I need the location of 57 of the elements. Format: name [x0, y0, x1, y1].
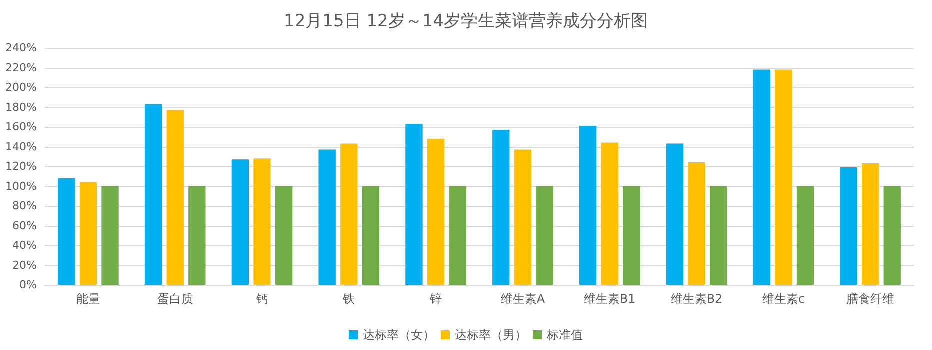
x-tick-label: 铁 [342, 292, 356, 306]
bar [796, 186, 814, 285]
bar [775, 70, 792, 285]
x-tick-label: 维生素B1 [584, 292, 636, 306]
bar [666, 144, 684, 285]
y-tick-label: 200% [6, 81, 37, 94]
bar [232, 160, 250, 285]
bar [449, 186, 466, 285]
x-tick-label: 能量 [76, 292, 100, 306]
bar [688, 162, 706, 285]
y-tick-label: 40% [12, 239, 37, 252]
bar [492, 130, 510, 285]
y-tick-label: 160% [6, 120, 37, 134]
bar [254, 158, 271, 285]
bar [862, 164, 880, 285]
bar [884, 186, 901, 285]
bar [188, 186, 206, 285]
bar [102, 186, 119, 285]
x-tick-label: 膳食纤维 [846, 292, 895, 306]
x-tick-label: 维生素A [500, 292, 546, 306]
chart-title: 12月15日 12岁～14岁学生菜谱营养成分分析图 [284, 12, 648, 32]
x-tick-label: 维生素c [762, 292, 805, 306]
bar [601, 142, 618, 285]
bar [80, 182, 98, 285]
legend-label: 标准值 [546, 328, 583, 342]
x-tick-label: 蛋白质 [157, 292, 194, 306]
bar [753, 70, 770, 285]
bar [362, 186, 380, 285]
x-tick-label: 维生素B2 [670, 292, 723, 306]
y-tick-label: 20% [12, 258, 37, 272]
y-tick-label: 0% [20, 278, 37, 292]
bar [166, 110, 184, 285]
y-tick-label: 180% [6, 100, 37, 114]
bar [144, 104, 162, 285]
bar [710, 186, 728, 285]
bar [406, 124, 423, 285]
legend-label: 达标率（女） [363, 328, 435, 342]
legend-label: 达标率（男） [455, 328, 527, 342]
bar [536, 186, 554, 285]
y-tick-label: 60% [12, 219, 37, 232]
bar [623, 186, 640, 285]
bar [840, 167, 858, 285]
y-tick-label: 80% [12, 200, 37, 212]
bar [275, 186, 293, 285]
bar [514, 150, 532, 285]
y-tick-label: 240% [6, 42, 37, 54]
bar [58, 178, 76, 285]
y-tick-label: 220% [6, 61, 37, 74]
x-tick-label: 钙 [255, 292, 268, 306]
y-tick-label: 120% [6, 160, 37, 173]
y-tick-label: 140% [6, 140, 37, 154]
bar [427, 138, 445, 285]
bar [579, 126, 597, 285]
y-tick-label: 100% [6, 180, 37, 193]
x-tick-label: 锌 [429, 292, 442, 306]
bar [318, 150, 336, 285]
bar [340, 144, 358, 285]
